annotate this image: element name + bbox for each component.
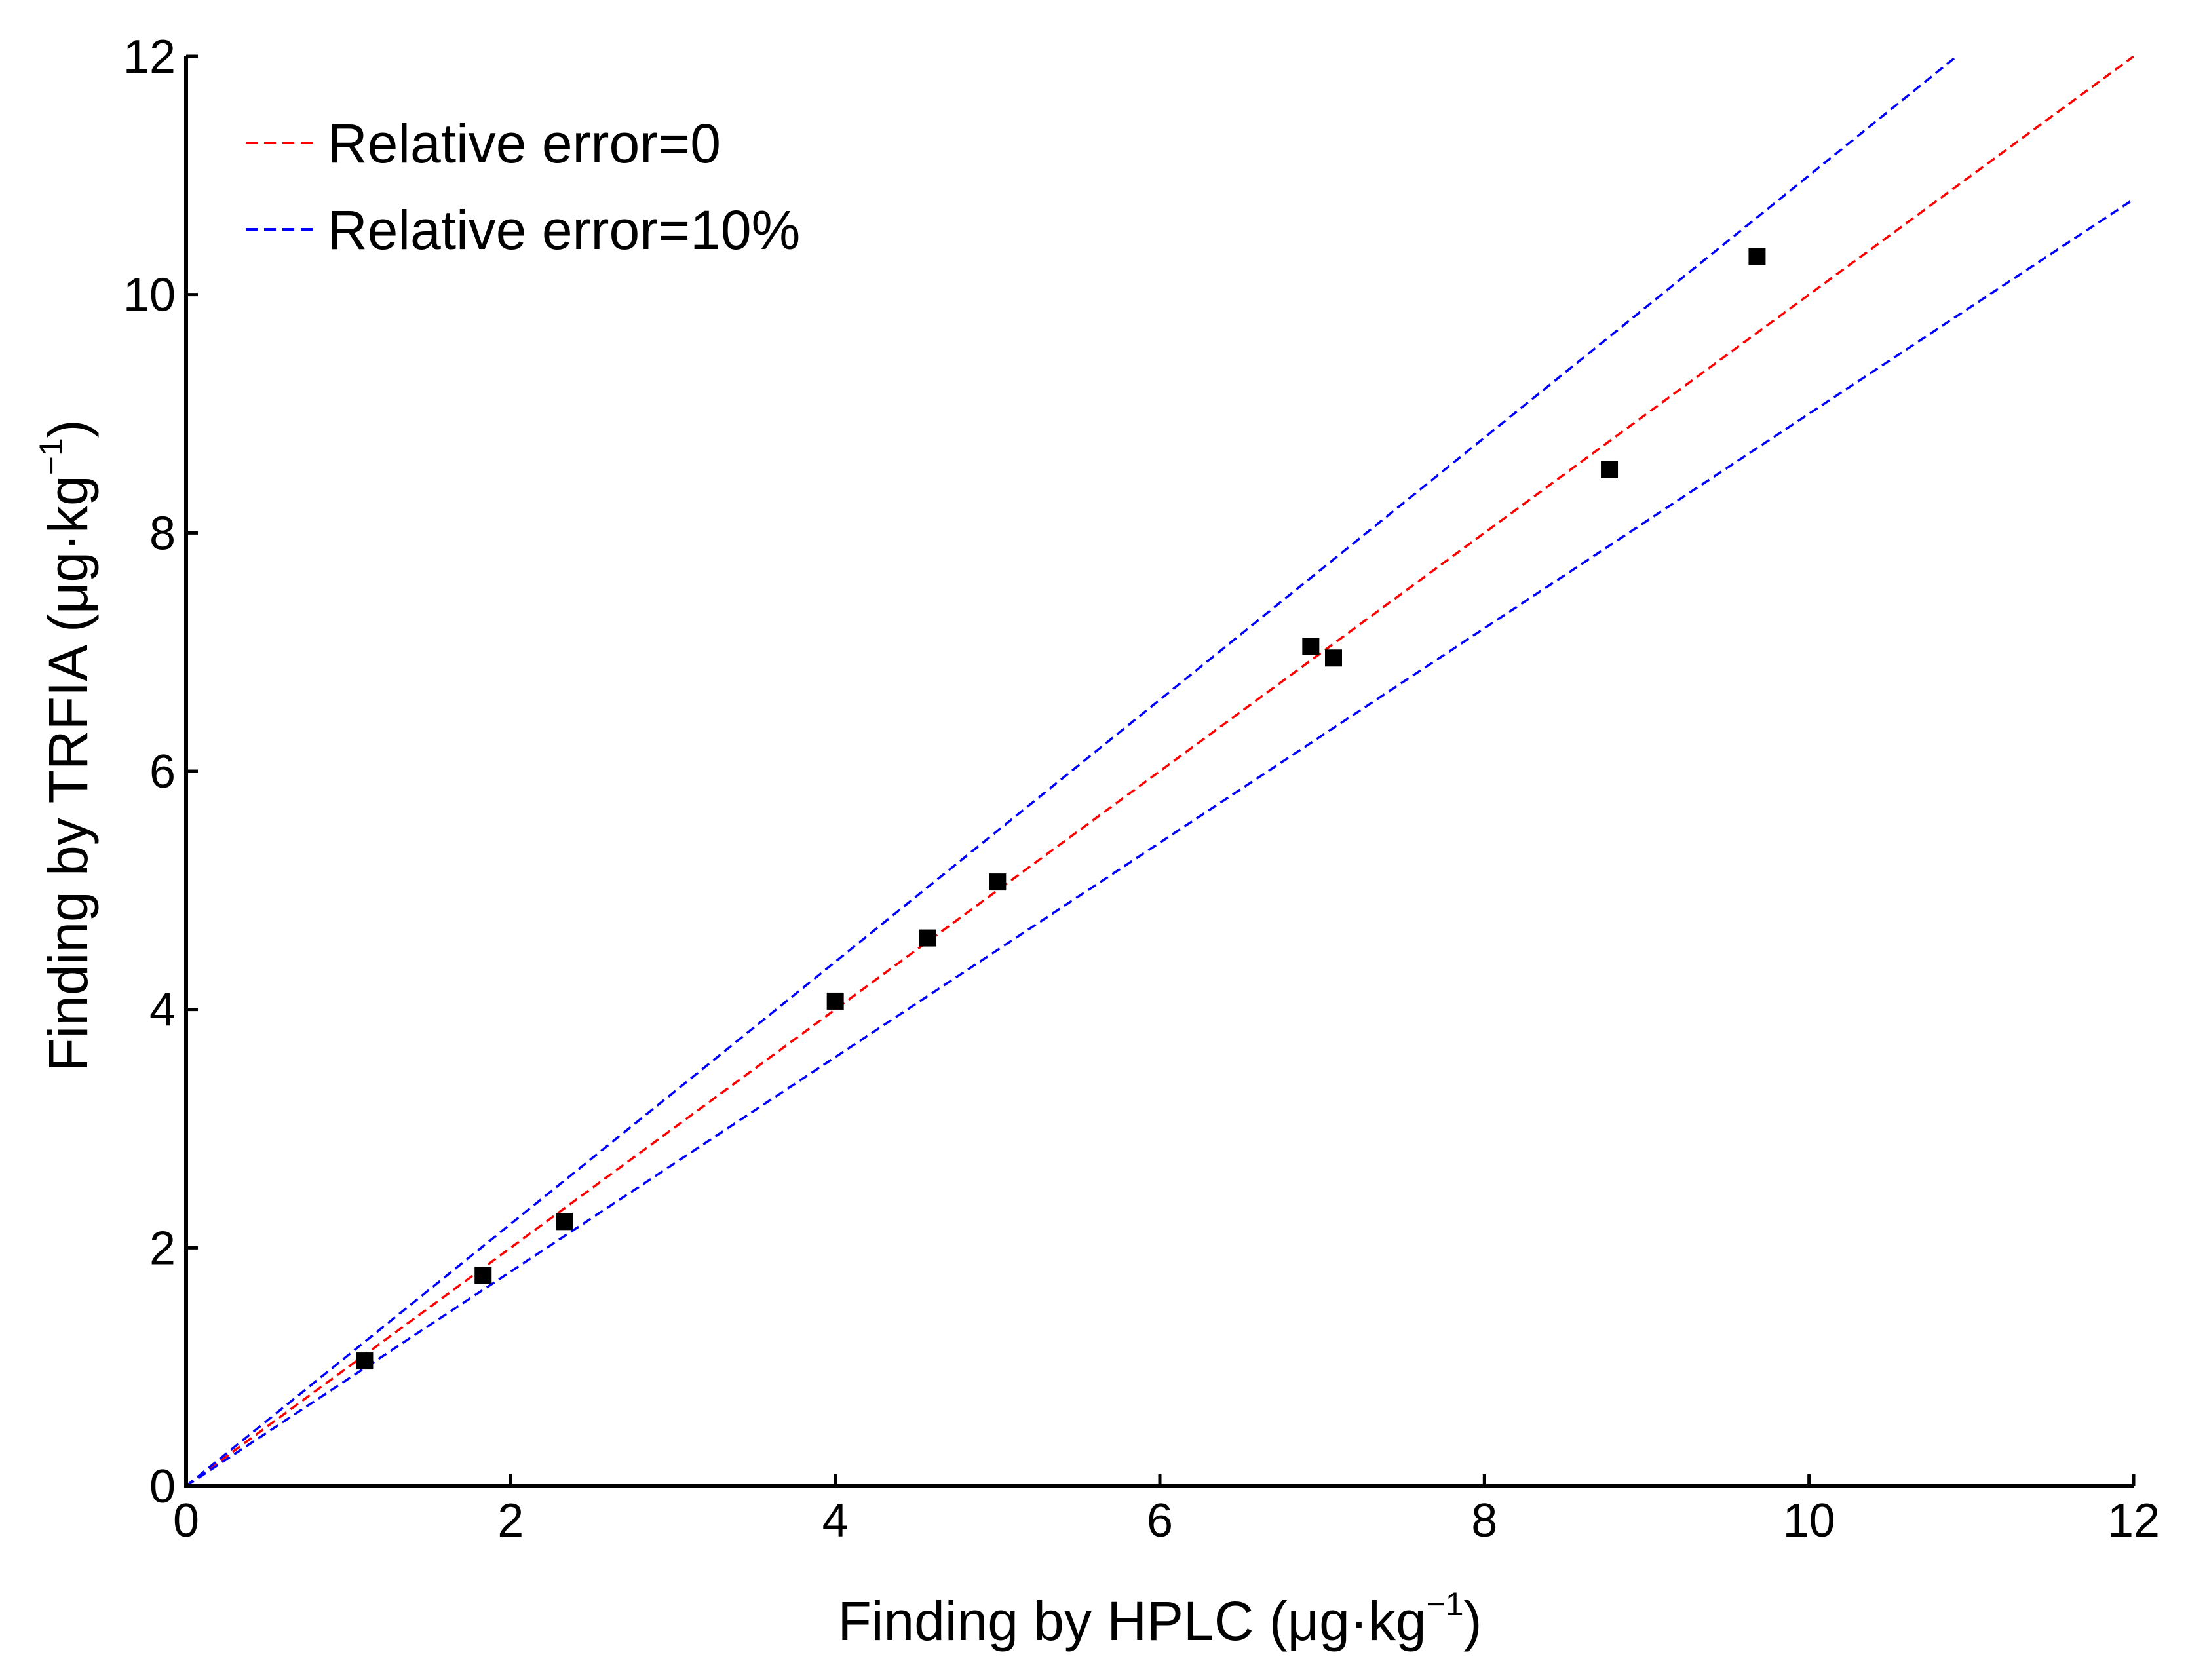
x-tick-label: 8 — [1471, 1495, 1497, 1547]
data-points — [356, 248, 1766, 1370]
y-axis-title-main: Finding by TRFIA (μg·kg — [37, 475, 99, 1072]
y-axis-title: Finding by TRFIA (μg·kg−1) — [33, 419, 99, 1072]
y-tick-label: 10 — [123, 269, 176, 322]
data-point — [556, 1213, 573, 1231]
y-tick-label: 8 — [149, 507, 176, 560]
y-ticks: 0 2 4 6 8 10 12 — [123, 31, 198, 1513]
x-axis-title-close: ) — [1464, 1590, 1482, 1652]
y-tick-label: 12 — [123, 31, 176, 83]
data-point — [356, 1352, 374, 1370]
y-tick-label: 2 — [149, 1222, 176, 1274]
y-tick-label: 6 — [149, 746, 176, 798]
legend-label-relative-error-0: Relative error=0 — [328, 113, 721, 174]
y-axis-title-close: ) — [37, 419, 99, 438]
x-tick-label: 0 — [173, 1495, 199, 1547]
x-axis-title-main: Finding by HPLC (μg·kg — [837, 1590, 1426, 1652]
data-point — [474, 1267, 492, 1284]
x-ticks: 0 2 4 6 8 10 12 — [173, 1474, 2160, 1547]
data-point — [989, 873, 1007, 891]
x-axis-title: Finding by HPLC (μg·kg−1) — [837, 1586, 1482, 1652]
x-tick-label: 4 — [822, 1495, 849, 1547]
y-tick-label: 0 — [149, 1460, 176, 1513]
y-axis-title-sup: −1 — [33, 438, 69, 475]
data-point — [1325, 649, 1343, 667]
legend: Relative error=0 Relative error=10% — [246, 113, 800, 261]
x-tick-label: 2 — [497, 1495, 524, 1547]
data-point — [826, 992, 844, 1010]
data-point — [919, 929, 936, 947]
data-point — [1601, 461, 1619, 478]
x-tick-label: 6 — [1147, 1495, 1173, 1547]
x-tick-label: 10 — [1783, 1495, 1835, 1547]
y-tick-label: 4 — [149, 984, 176, 1037]
x-axis-title-sup: −1 — [1427, 1586, 1464, 1622]
reference-line-2 — [186, 198, 2134, 1486]
x-tick-label: 12 — [2107, 1495, 2160, 1547]
legend-label-relative-error-10: Relative error=10% — [328, 199, 800, 261]
data-point — [1748, 248, 1766, 265]
data-point — [1302, 638, 1320, 655]
